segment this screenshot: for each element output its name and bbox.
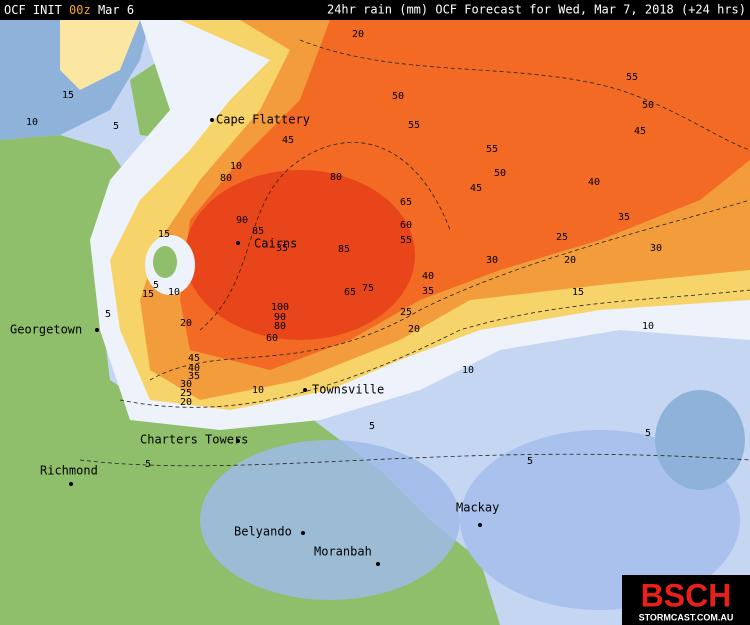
contour-label: 20 <box>352 29 364 40</box>
contour-label: 30 <box>650 243 662 254</box>
place-dot <box>95 328 99 332</box>
place-label: Cairns <box>254 237 297 251</box>
place-label: Richmond <box>40 464 98 478</box>
place-label: Belyando <box>234 525 292 539</box>
contour-label: 35 <box>276 243 288 254</box>
contour-label: 5 <box>145 459 151 470</box>
contour-label: 60 <box>266 333 278 344</box>
init-label: OCF INIT 00z Mar 6 <box>4 3 134 17</box>
contour-label: 25 <box>400 307 412 318</box>
contour-label: 50 <box>392 91 404 102</box>
place-label: Townsville <box>312 383 384 397</box>
contour-labels: 2055505055455550454080801065605535908585… <box>26 29 662 470</box>
contour-label: 5 <box>153 280 159 291</box>
place-dot <box>69 482 73 486</box>
contour-label: 85 <box>338 244 350 255</box>
contour-label: 15 <box>572 287 584 298</box>
contour-label: 40 <box>188 363 200 374</box>
contour-label: 10 <box>642 321 654 332</box>
contour-label: 5 <box>527 456 533 467</box>
contour-label: 5 <box>105 309 111 320</box>
contour-label: 65 <box>400 197 412 208</box>
place-dot <box>303 388 307 392</box>
place-label: Mackay <box>456 501 499 515</box>
contour-label: 90 <box>274 312 286 323</box>
place-dot <box>236 439 240 443</box>
contour-label: 100 <box>271 302 289 313</box>
contour-label: 5 <box>113 121 119 132</box>
contour-label: 35 <box>422 286 434 297</box>
place-label: Cape Flattery <box>216 113 310 127</box>
contour-label: 45 <box>282 135 294 146</box>
place-dot <box>210 118 214 122</box>
contour-label: 10 <box>462 365 474 376</box>
map-background <box>0 20 750 625</box>
contour-label: 20 <box>180 318 192 329</box>
logo: BSCH STORMCAST.COM.AU <box>622 575 750 625</box>
contour-label: 35 <box>188 371 200 382</box>
contour-label: 15 <box>62 90 74 101</box>
contour-label: 10 <box>168 287 180 298</box>
place-dot <box>376 562 380 566</box>
contour-label: 80 <box>220 173 232 184</box>
header: OCF INIT 00z Mar 6 24hr rain (mm) OCF Fo… <box>4 3 746 17</box>
contour-label: 15 <box>142 289 154 300</box>
contour-label: 40 <box>588 177 600 188</box>
contour-label: 45 <box>188 353 200 364</box>
place-dot <box>301 531 305 535</box>
header-bar <box>0 0 750 20</box>
contour-label: 80 <box>330 172 342 183</box>
logo-brand: BSCH <box>641 577 732 613</box>
contour-label: 45 <box>470 183 482 194</box>
contour-label: 50 <box>642 100 654 111</box>
contour-label: 30 <box>180 379 192 390</box>
contour-label: 45 <box>634 126 646 137</box>
place-dot <box>236 241 240 245</box>
contour-label: 30 <box>486 255 498 266</box>
contour-label: 35 <box>618 212 630 223</box>
contour-label: 15 <box>158 229 170 240</box>
map-title: 24hr rain (mm) OCF Forecast for Wed, Mar… <box>327 3 746 17</box>
contour-label: 55 <box>408 120 420 131</box>
contour-label: 65 <box>344 287 356 298</box>
contour-label: 90 <box>236 215 248 226</box>
contour-label: 10 <box>252 385 264 396</box>
contour-label: 75 <box>362 283 374 294</box>
contour-label: 50 <box>494 168 506 179</box>
logo-site: STORMCAST.COM.AU <box>639 612 734 622</box>
contour-label: 25 <box>180 388 192 399</box>
contour-label: 5 <box>369 421 375 432</box>
contour-label: 25 <box>556 232 568 243</box>
contour-label: 55 <box>400 235 412 246</box>
place-label: Moranbah <box>314 545 372 559</box>
contour-label: 85 <box>252 226 264 237</box>
contour-label: 5 <box>645 428 651 439</box>
contour-label: 55 <box>486 144 498 155</box>
place-label: Georgetown <box>10 323 82 337</box>
place-dot <box>478 523 482 527</box>
contour-label: 40 <box>422 271 434 282</box>
contour-label: 80 <box>274 321 286 332</box>
contour-label: 60 <box>400 220 412 231</box>
places: Cape Flattery Cairns Georgetown Townsville C… <box>10 113 499 566</box>
contour-label: 20 <box>408 324 420 335</box>
contour-label: 10 <box>26 117 38 128</box>
contour-label: 55 <box>626 72 638 83</box>
contour-label: 20 <box>564 255 576 266</box>
place-label: Charters Towers <box>140 433 248 447</box>
contour-label: 20 <box>180 397 192 408</box>
contour-label: 10 <box>230 161 242 172</box>
